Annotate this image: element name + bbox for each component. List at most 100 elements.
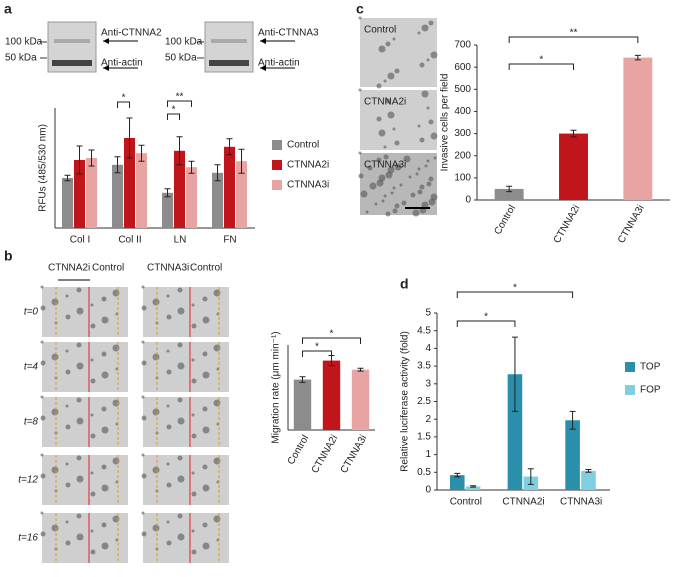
- cell: [191, 491, 197, 497]
- cell: [101, 426, 109, 434]
- cell: [90, 378, 96, 384]
- cell: [394, 68, 400, 74]
- cell: [76, 307, 84, 315]
- bar: [236, 161, 248, 228]
- bar: [581, 470, 596, 490]
- cell: [421, 24, 429, 32]
- cell: [412, 209, 420, 217]
- cell: [202, 406, 208, 412]
- error-bar: [585, 468, 592, 473]
- error-bar: [470, 485, 477, 488]
- cell: [40, 473, 46, 479]
- significance-label: *: [484, 312, 488, 323]
- cell: [65, 482, 71, 488]
- cell: [378, 45, 386, 53]
- cell: [76, 533, 84, 541]
- bar: [62, 178, 74, 228]
- cell: [65, 349, 69, 353]
- cell: [40, 285, 44, 289]
- cell: [365, 210, 369, 214]
- cell: [141, 473, 147, 479]
- cell: [421, 90, 429, 98]
- y-tick-label: 3: [425, 378, 431, 389]
- cell: [358, 88, 362, 92]
- significance-label: *: [539, 55, 543, 66]
- cell: [65, 520, 69, 524]
- cell: [430, 51, 438, 59]
- cell: [76, 342, 82, 348]
- cell: [76, 397, 82, 403]
- cell: [177, 307, 185, 315]
- y-tick-label: 500: [454, 84, 471, 95]
- cell: [177, 397, 183, 403]
- error-bar: [454, 472, 461, 478]
- cell: [90, 303, 94, 307]
- x-tick-label: CTNNA3i: [560, 497, 602, 508]
- significance-label: **: [570, 28, 578, 39]
- cell: [166, 404, 170, 408]
- significance-label: *: [330, 329, 334, 340]
- panel-label: d: [400, 276, 409, 292]
- cell: [202, 522, 208, 528]
- blot-label: Anti-actin: [258, 58, 300, 69]
- cell: [385, 41, 391, 47]
- cell: [51, 466, 59, 474]
- cell: [419, 137, 425, 143]
- significance-label: *: [513, 283, 517, 294]
- cell: [399, 183, 403, 187]
- cell: [392, 208, 398, 214]
- cell: [191, 529, 195, 533]
- y-tick-label: 2: [425, 414, 431, 425]
- cell: [191, 413, 195, 417]
- cell: [177, 475, 185, 483]
- bar: [174, 150, 186, 228]
- bar: [322, 360, 341, 430]
- cell: [376, 157, 382, 163]
- cell: [202, 464, 208, 470]
- cell: [40, 360, 46, 366]
- cell: [40, 340, 44, 344]
- cell: [428, 20, 434, 26]
- cell: [433, 156, 437, 160]
- y-tick-label: 300: [454, 128, 471, 139]
- error-bar: [634, 54, 641, 61]
- legend-label: CTNNA3i: [287, 180, 329, 191]
- x-tick-label: Col I: [70, 235, 91, 246]
- cell: [101, 484, 109, 492]
- blot-label: 50 kDa: [165, 53, 197, 64]
- cell: [101, 464, 107, 470]
- cell: [141, 415, 147, 421]
- error-bar: [527, 468, 534, 485]
- significance-bracket: [508, 36, 639, 43]
- cell: [152, 298, 160, 306]
- cell: [101, 406, 107, 412]
- legend-swatch: [272, 140, 282, 150]
- bar: [623, 57, 653, 200]
- x-tick-label: CTNNA3i: [339, 433, 370, 475]
- x-tick-label: Control: [450, 497, 482, 508]
- cell: [387, 111, 395, 119]
- significance-bracket: [508, 63, 574, 70]
- cell: [385, 211, 391, 217]
- significance-bracket: [456, 320, 516, 327]
- cell: [65, 404, 69, 408]
- cell: [40, 511, 44, 515]
- image-label: CTNNA2i: [48, 263, 90, 274]
- error-bar: [114, 156, 121, 174]
- time-label: t=12: [18, 475, 38, 486]
- error-bar: [511, 336, 518, 412]
- x-tick-label: LN: [174, 235, 187, 246]
- x-tick-label: CTNNA3i: [616, 203, 647, 245]
- cell: [381, 199, 385, 203]
- error-bar: [176, 136, 183, 166]
- cell: [410, 192, 416, 198]
- cell: [40, 453, 44, 457]
- cell: [76, 287, 82, 293]
- blot-label: 50 kDa: [5, 53, 37, 64]
- cell: [374, 202, 378, 206]
- cell: [383, 154, 389, 160]
- y-tick-label: 200: [454, 150, 471, 161]
- cell: [392, 127, 396, 131]
- error-bar: [226, 138, 233, 156]
